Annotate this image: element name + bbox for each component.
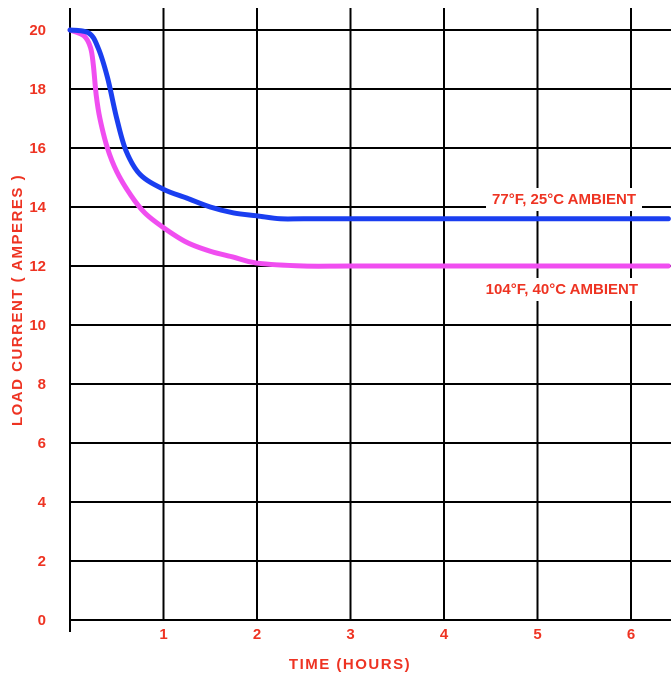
series-label-104f: 104°F, 40°C AMBIENT bbox=[486, 281, 638, 298]
x-tick-label: 6 bbox=[627, 626, 635, 643]
x-tick-label: 5 bbox=[533, 626, 541, 643]
series-label-background bbox=[486, 188, 642, 211]
y-tick-label: 0 bbox=[38, 612, 46, 629]
grid bbox=[69, 8, 671, 632]
y-tick-label: 6 bbox=[38, 435, 46, 452]
y-tick-label: 12 bbox=[29, 258, 46, 275]
series-label-77f: 77°F, 25°C AMBIENT bbox=[492, 191, 636, 208]
x-tick-label: 2 bbox=[253, 626, 261, 643]
x-tick-labels: 1 2 3 4 5 6 bbox=[159, 626, 635, 643]
series-label-background bbox=[479, 278, 644, 301]
y-tick-label: 2 bbox=[38, 553, 46, 570]
y-tick-label: 8 bbox=[38, 376, 46, 393]
series-lines bbox=[67, 27, 671, 269]
x-tick-label: 3 bbox=[346, 626, 354, 643]
series-line-104f bbox=[67, 27, 671, 269]
x-tick-label: 4 bbox=[440, 626, 449, 643]
y-tick-label: 20 bbox=[29, 22, 46, 39]
y-tick-labels: 0 2 4 6 8 10 12 14 16 18 20 bbox=[29, 22, 46, 629]
x-axis-title: TIME (HOURS) bbox=[289, 656, 411, 673]
y-tick-label: 14 bbox=[29, 199, 46, 216]
y-tick-label: 18 bbox=[29, 81, 46, 98]
y-tick-label: 10 bbox=[29, 317, 46, 334]
x-tick-label: 1 bbox=[159, 626, 167, 643]
y-axis-title: LOAD CURRENT ( AMPERES ) bbox=[9, 174, 26, 426]
y-tick-label: 4 bbox=[38, 494, 47, 511]
y-tick-label: 16 bbox=[29, 140, 46, 157]
series-line-77f bbox=[67, 27, 671, 222]
